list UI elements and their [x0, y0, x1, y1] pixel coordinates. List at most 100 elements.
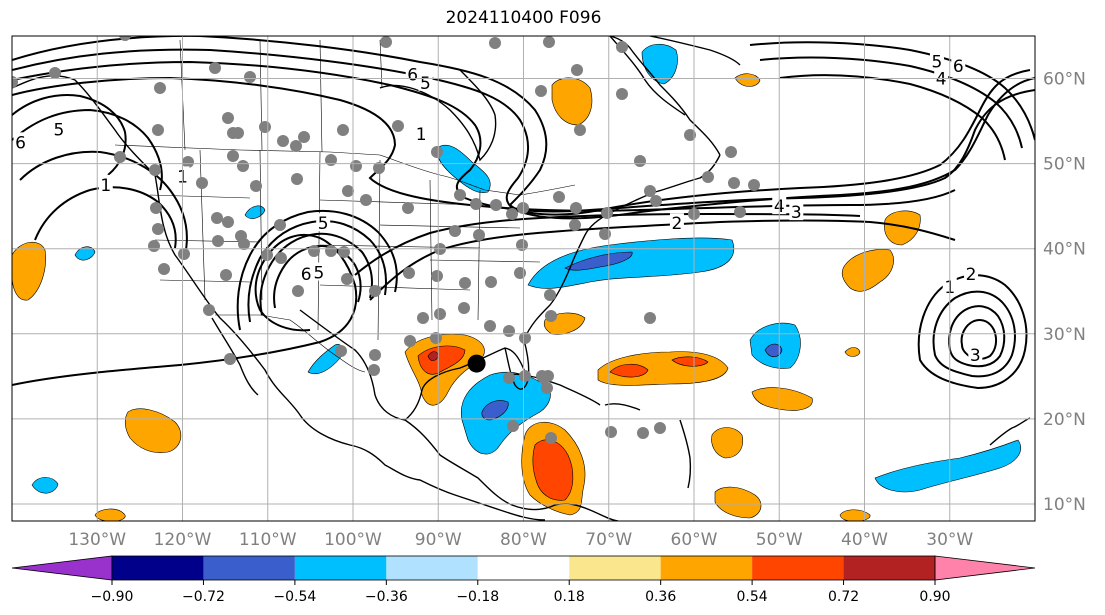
contour-label-bg — [951, 55, 966, 74]
lat-tick-label: 40°N — [1043, 240, 1086, 260]
border-us-canada — [114, 144, 576, 196]
contour-label-bg — [98, 174, 113, 193]
station-dot — [601, 207, 613, 219]
coastline-lesser-antilles — [679, 419, 692, 489]
station-dot — [298, 131, 310, 143]
station-dot — [503, 325, 515, 337]
station-dot — [516, 239, 528, 251]
shade-orange-atlantic-nw — [841, 249, 894, 292]
colorbar-segment — [569, 556, 661, 580]
lon-tick-label: 80°W — [500, 530, 547, 550]
shade-orange-greenland-sea — [551, 77, 593, 126]
colorbar-tick-label: −0.72 — [182, 589, 225, 605]
station-dot — [212, 235, 224, 247]
station-dot — [325, 245, 337, 257]
station-dot — [545, 432, 557, 444]
station-dot — [244, 71, 256, 83]
map-title: 2024110400 F096 — [445, 8, 602, 28]
contour-label: 6 — [15, 133, 26, 153]
contour-label-bg — [929, 51, 944, 70]
coastline-gulf — [299, 309, 526, 421]
station-dot — [430, 332, 442, 344]
contour-north-1 — [12, 36, 1031, 216]
shade-red-gulf — [417, 345, 466, 375]
shade-darkblue-gulf — [481, 400, 509, 421]
shade-blue-pacific-small — [31, 477, 59, 494]
contour-label-bg — [51, 119, 66, 138]
colorbar — [11, 555, 1036, 581]
station-dot — [350, 160, 362, 172]
lon-tick-label: 30°W — [926, 530, 973, 550]
lon-tick-label: 40°W — [841, 530, 888, 550]
station-dot — [569, 219, 581, 231]
coastline-hudson-bay — [379, 69, 497, 162]
contour-label-bg — [299, 264, 314, 283]
contour-trough-3 — [247, 220, 388, 323]
coastline-north-america — [12, 75, 546, 521]
station-dot — [342, 185, 354, 197]
lon-tick-label: 50°W — [756, 530, 803, 550]
longitude-labels: 130°W 120°W 110°W 100°W 90°W 80°W 70°W 60°W 50°W… — [68, 530, 973, 550]
station-dot — [545, 310, 557, 322]
station-dot — [506, 208, 518, 220]
station-dot — [227, 150, 239, 162]
station-dot — [211, 212, 223, 224]
station-dot — [158, 263, 170, 275]
coastline-baja — [211, 317, 259, 396]
station-dot — [237, 160, 249, 172]
station-dot — [369, 349, 381, 361]
coastline-florida — [504, 267, 571, 390]
contour-northeast-3 — [779, 74, 1006, 161]
shade-red-atlantic-central-east — [671, 356, 709, 367]
station-dot — [535, 85, 547, 97]
station-dot — [485, 276, 497, 288]
station-dot — [473, 229, 485, 241]
contour-east-cutoff-1 — [917, 274, 1028, 390]
contour-label-bg — [669, 213, 684, 232]
lat-tick-label: 30°N — [1043, 325, 1086, 345]
lat-tick-label: 20°N — [1043, 410, 1086, 430]
station-dot — [702, 171, 714, 183]
colorbar-tick-label: −0.36 — [365, 589, 408, 605]
station-dot — [574, 124, 586, 136]
station-dot — [616, 41, 628, 53]
station-dot — [325, 154, 337, 166]
shade-blue-great-lakes — [436, 144, 491, 193]
lon-tick-label: 60°W — [671, 530, 718, 550]
station-dot — [431, 146, 443, 158]
lat-tick-label: 10°N — [1043, 495, 1086, 515]
station-dot — [519, 370, 531, 382]
station-dot — [748, 179, 760, 191]
station-dot — [684, 129, 696, 141]
station-dot — [403, 267, 415, 279]
station-dot — [725, 146, 737, 158]
station-dot — [250, 180, 262, 192]
station-dot — [543, 36, 555, 48]
colorbar-tick-label: 0.54 — [737, 589, 768, 605]
contour-label-bg — [405, 64, 420, 83]
station-dot — [148, 240, 160, 252]
shade-darkblue-atlantic-coast — [564, 251, 633, 271]
station-dot — [275, 252, 287, 264]
storm-center-marker — [467, 354, 486, 373]
station-dot — [599, 228, 611, 240]
shade-blue-atlantic-coast — [527, 237, 735, 289]
colorbar-segment — [752, 556, 844, 580]
contour-label-bg — [964, 264, 979, 283]
station-dot — [232, 127, 244, 139]
contour-east-cutoff-2 — [932, 290, 1016, 378]
colorbar-tick-label: 0.72 — [828, 589, 859, 605]
station-dots — [12, 36, 760, 444]
contour-west-cyclone-2 — [34, 186, 177, 249]
border-us-mexico — [215, 314, 366, 373]
lon-tick-label: 70°W — [585, 530, 632, 550]
coastline-hispaniola — [604, 403, 641, 411]
station-dot — [178, 248, 190, 260]
station-dot — [380, 36, 392, 48]
colorbar-extend-low — [11, 555, 113, 581]
station-dot — [368, 364, 380, 376]
coastline-central-america — [404, 419, 619, 521]
station-dot — [734, 206, 746, 218]
lon-tick-label: 110°W — [239, 530, 297, 550]
